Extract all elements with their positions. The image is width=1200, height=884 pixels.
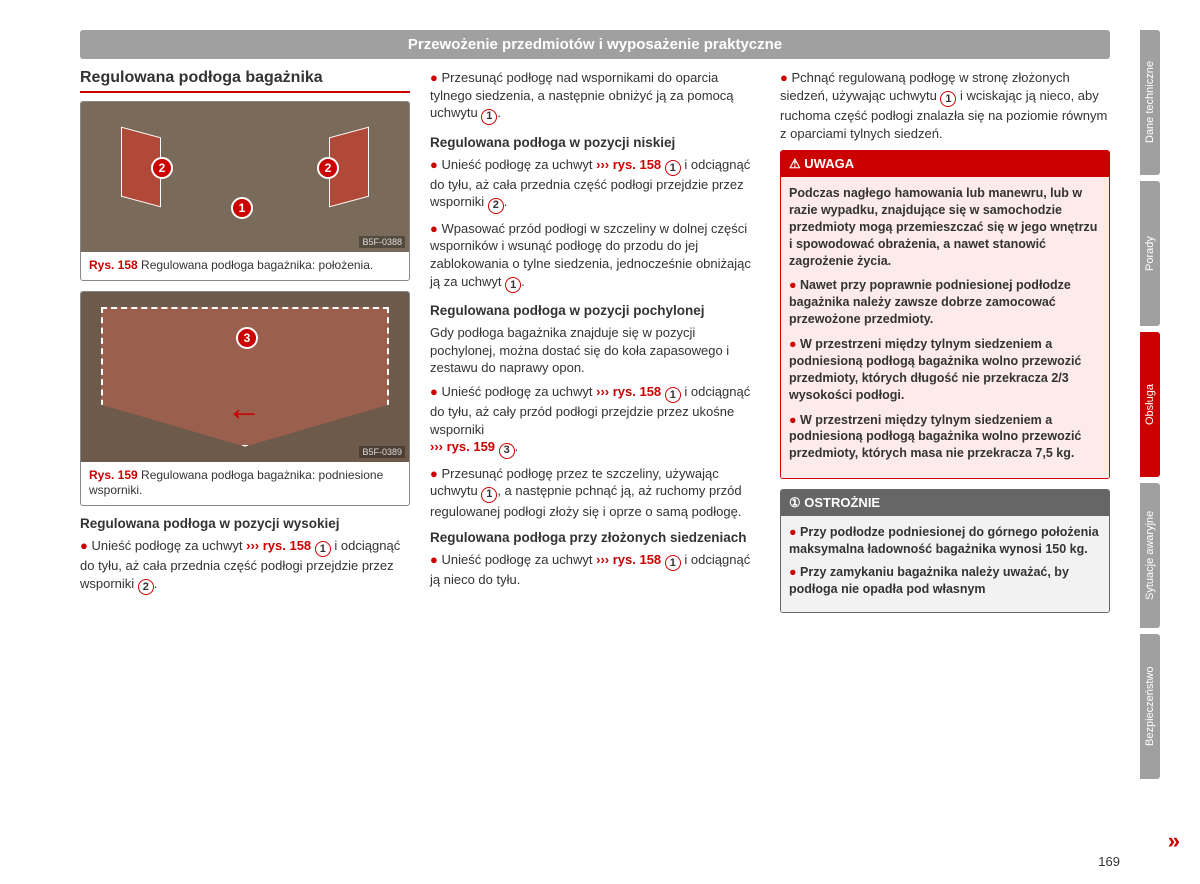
arrow-icon: ← xyxy=(226,387,262,429)
text: Unieść podłogę za uchwyt xyxy=(91,538,246,553)
caution-box: ① OSTROŻNIE Przy podłodze podniesionej d… xyxy=(780,489,1110,613)
text: Przesunąć podłogę nad wspornikami do opa… xyxy=(430,70,734,120)
marker-3: 3 xyxy=(499,443,515,459)
marker-1: 1 xyxy=(315,541,331,557)
ref-link[interactable]: rys. 159 xyxy=(447,439,495,454)
figure-code: B5F-0388 xyxy=(359,236,405,248)
ref-arrows: ››› xyxy=(596,384,613,399)
tab-tips[interactable]: Porady xyxy=(1140,181,1160,326)
caution-heading: ① OSTROŻNIE xyxy=(781,490,1109,516)
text: Unieść podłogę za uchwyt xyxy=(441,384,596,399)
figure-159-caption: Rys. 159 Regulowana podłoga bagażnika: p… xyxy=(81,462,409,505)
marker-1: 1 xyxy=(481,487,497,503)
callout-2: 2 xyxy=(151,157,173,179)
subheading: Regulowana podłoga w pozycji niskiej xyxy=(430,135,760,150)
caution-bullet: Przy zamykaniu bagażnika należy uważać, … xyxy=(789,564,1101,598)
marker-1: 1 xyxy=(665,555,681,571)
marker-1: 1 xyxy=(665,160,681,176)
column-2: Przesunąć podłogę nad wspornikami do opa… xyxy=(430,69,760,613)
caution-body: Przy podłodze podniesionej do górnego po… xyxy=(781,516,1109,612)
bullet-item: Przesunąć podłogę przez te szczeliny, uż… xyxy=(430,465,760,521)
bullet-item: Unieść podłogę za uchwyt ››› rys. 158 1 … xyxy=(430,156,760,214)
marker-2: 2 xyxy=(488,198,504,214)
bullet-item: Pchnąć regulowaną podłogę w stronę złożo… xyxy=(780,69,1110,142)
caution-bullet: Przy podłodze podniesionej do górnego po… xyxy=(789,524,1101,558)
bullet-item: Przesunąć podłogę nad wspornikami do opa… xyxy=(430,69,760,125)
ref-arrows: ››› xyxy=(596,157,613,172)
warning-bullet: W przestrzeni między tylnym siedzeniem a… xyxy=(789,336,1101,404)
figure-158-caption: Rys. 158 Regulowana podłoga bagażnika: p… xyxy=(81,252,409,280)
figure-159: 3 ← B5F-0389 Rys. 159 Regulowana podłoga… xyxy=(80,291,410,506)
text: Wpasować przód podłogi w szczeliny w dol… xyxy=(430,221,751,289)
text: Unieść podłogę za uchwyt xyxy=(441,552,596,567)
tab-safety[interactable]: Bezpieczeństwo xyxy=(1140,634,1160,779)
warning-heading: ⚠ UWAGA xyxy=(781,151,1109,177)
callout-2: 2 xyxy=(317,157,339,179)
ref-arrows: ››› xyxy=(596,552,613,567)
figure-ref: Rys. 158 xyxy=(89,258,138,272)
ref-link[interactable]: rys. 158 xyxy=(613,384,661,399)
ref-link[interactable]: rys. 158 xyxy=(263,538,311,553)
subheading: Regulowana podłoga przy złożonych siedze… xyxy=(430,530,760,545)
figure-code: B5F-0389 xyxy=(359,446,405,458)
callout-1: 1 xyxy=(231,197,253,219)
callout-3: 3 xyxy=(236,327,258,349)
figure-158-image: 2 2 1 B5F-0388 xyxy=(81,102,409,252)
marker-1: 1 xyxy=(505,277,521,293)
content-columns: Regulowana podłoga bagażnika 2 2 1 B5F-0… xyxy=(80,69,1110,613)
marker-1: 1 xyxy=(481,109,497,125)
warning-body: Podczas nagłego hamowania lub manewru, l… xyxy=(781,177,1109,478)
ref-link[interactable]: rys. 158 xyxy=(613,552,661,567)
continue-arrow-icon: » xyxy=(1168,828,1180,854)
page-number: 169 xyxy=(1098,854,1120,869)
ref-arrows: ››› xyxy=(246,538,263,553)
bullet-item: Unieść podłogę za uchwyt ››› rys. 158 1 … xyxy=(80,537,410,595)
warning-bullet: Nawet przy poprawnie podniesionej podłod… xyxy=(789,277,1101,328)
figure-158: 2 2 1 B5F-0388 Rys. 158 Regulowana podło… xyxy=(80,101,410,281)
marker-1: 1 xyxy=(665,387,681,403)
ref-arrows: ››› xyxy=(430,439,447,454)
warning-bullet: W przestrzeni między tylnym siedzeniem a… xyxy=(789,412,1101,463)
warning-box: ⚠ UWAGA Podczas nagłego hamowania lub ma… xyxy=(780,150,1110,479)
paragraph: Gdy podłoga bagażnika znajduje się w poz… xyxy=(430,324,760,377)
subheading: Regulowana podłoga w pozycji wysokiej xyxy=(80,516,410,531)
figure-ref: Rys. 159 xyxy=(89,468,138,482)
caption-text: Regulowana podłoga bagażnika: położenia. xyxy=(141,258,373,272)
section-title: Regulowana podłoga bagażnika xyxy=(80,69,410,93)
bullet-item: Unieść podłogę za uchwyt ››› rys. 158 1 … xyxy=(430,551,760,589)
tab-emergency[interactable]: Sytuacje awaryjne xyxy=(1140,483,1160,628)
column-3: Pchnąć regulowaną podłogę w stronę złożo… xyxy=(780,69,1110,613)
bullet-item: Unieść podłogę za uchwyt ››› rys. 158 1 … xyxy=(430,383,760,459)
page-content: Przewożenie przedmiotów i wyposażenie pr… xyxy=(80,30,1110,855)
marker-2: 2 xyxy=(138,579,154,595)
warning-text: Podczas nagłego hamowania lub manewru, l… xyxy=(789,185,1101,269)
side-tabs: Dane techniczne Porady Obsługa Sytuacje … xyxy=(1140,30,1200,785)
subheading: Regulowana podłoga w pozycji pochylonej xyxy=(430,303,760,318)
text: Unieść podłogę za uchwyt xyxy=(441,157,596,172)
chapter-header: Przewożenie przedmiotów i wyposażenie pr… xyxy=(80,30,1110,59)
bullet-item: Wpasować przód podłogi w szczeliny w dol… xyxy=(430,220,760,293)
column-1: Regulowana podłoga bagażnika 2 2 1 B5F-0… xyxy=(80,69,410,613)
tab-tech-data[interactable]: Dane techniczne xyxy=(1140,30,1160,175)
tab-operation[interactable]: Obsługa xyxy=(1140,332,1160,477)
figure-159-image: 3 ← B5F-0389 xyxy=(81,292,409,462)
ref-link[interactable]: rys. 158 xyxy=(613,157,661,172)
marker-1: 1 xyxy=(940,91,956,107)
